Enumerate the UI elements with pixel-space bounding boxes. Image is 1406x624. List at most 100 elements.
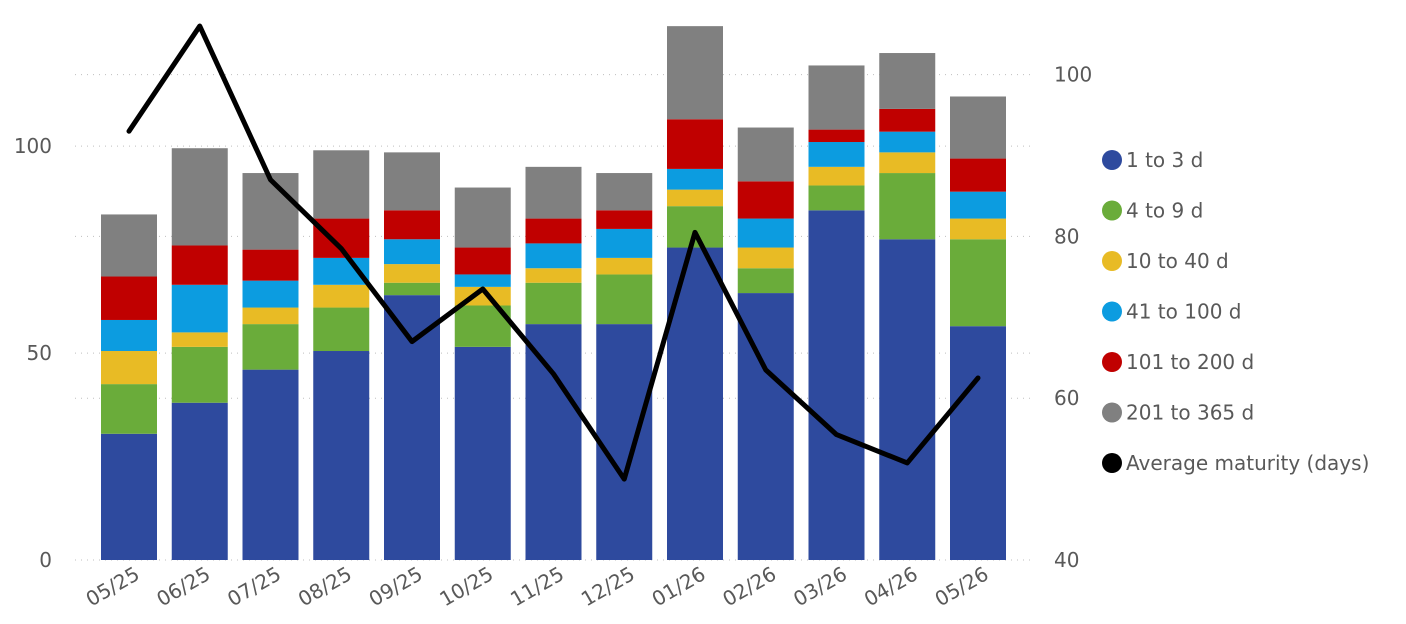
y-left-tick-label: 50 (27, 341, 52, 365)
bar-segment (737, 181, 794, 219)
x-tick-label: 02/26 (718, 562, 780, 612)
bar-segment (101, 384, 157, 434)
bar-segment (525, 268, 582, 283)
bar-segment (384, 282, 440, 296)
bar-segment (384, 295, 440, 560)
bar-segment (667, 189, 723, 207)
bar-segment (596, 173, 653, 211)
legend-label: 101 to 200 d (1126, 350, 1254, 374)
y-right-tick-label: 40 (1054, 548, 1079, 572)
bar-segment (171, 245, 228, 285)
bar-segment (808, 185, 865, 211)
legend-marker (1102, 402, 1122, 423)
bar-segment (808, 210, 865, 561)
bar-segment (667, 168, 723, 190)
legend-marker (1102, 150, 1122, 170)
bar-segment (808, 65, 865, 130)
bar-segment (808, 142, 865, 167)
legend-label: 1 to 3 d (1126, 148, 1203, 172)
bar-segment (384, 152, 440, 211)
bar-segment (950, 239, 1006, 327)
bar-segment (384, 264, 440, 283)
x-tick-label: 06/25 (152, 562, 214, 612)
legend-layer: 1 to 3 d 4 to 9 d 10 to 40 d 41 to 100 d 101… (1102, 148, 1369, 475)
bar-segment (313, 351, 370, 560)
bar-segment (950, 96, 1006, 159)
bar-segment (879, 53, 936, 109)
bar-segment (454, 346, 511, 560)
x-tick-label: 07/25 (223, 562, 285, 612)
legend-label: 41 to 100 d (1126, 300, 1241, 324)
bar-segment (525, 282, 582, 325)
bar-segment (171, 332, 228, 347)
x-tick-label: 10/25 (435, 562, 497, 612)
legend-marker (1102, 251, 1122, 271)
y-right-tick-label: 80 (1054, 224, 1079, 248)
bar-segment (101, 351, 157, 385)
bar-segment (879, 108, 936, 132)
bar-segment (737, 268, 794, 294)
x-tick-label: 08/25 (294, 562, 356, 612)
bar-segment (384, 239, 440, 265)
bar-segment (525, 324, 582, 560)
bar-segment (454, 187, 511, 248)
x-tick-label: 03/26 (789, 562, 851, 612)
bar-segment (950, 158, 1006, 192)
x-tick-label: 12/25 (577, 562, 639, 612)
bar-segment (313, 307, 370, 352)
bar-segment (525, 218, 582, 244)
bar-segment (171, 402, 228, 560)
bar-segment (101, 319, 157, 352)
bar-segment (808, 166, 865, 186)
y-left-tick-label: 100 (14, 134, 52, 158)
bar-segment (525, 166, 582, 219)
bar-segment (242, 324, 299, 370)
legend-label: Average maturity (days) (1126, 451, 1369, 475)
bar-segment (879, 239, 936, 560)
bar-segment (950, 218, 1006, 240)
bar-segment (313, 284, 370, 308)
bar-segment (171, 148, 228, 246)
bar-segment (454, 247, 511, 275)
line-layer (126, 23, 981, 482)
x-tick-label: 01/26 (648, 562, 710, 612)
bar-segment (950, 191, 1006, 219)
bar-segment (596, 228, 653, 258)
x-tick-label: 09/25 (365, 562, 427, 612)
bar-segment (596, 324, 653, 560)
bar-segment (242, 249, 299, 281)
bar-segment (242, 307, 299, 325)
y-right-tick-label: 100 (1054, 63, 1092, 87)
bar-segment (808, 129, 865, 143)
bar-segment (596, 210, 653, 229)
bar-segment (879, 152, 936, 174)
legend-marker (1102, 301, 1122, 322)
bar-segment (737, 218, 794, 248)
bar-segment (667, 119, 723, 169)
bar-segment (313, 150, 370, 219)
bar-segment (667, 26, 723, 120)
bar-segment (454, 274, 511, 287)
x-tick-label: 04/26 (860, 562, 922, 612)
bar-segment (242, 369, 299, 560)
legend-label: 4 to 9 d (1126, 199, 1203, 223)
legend-marker (1102, 453, 1122, 473)
bar-segment (879, 131, 936, 153)
bar-layer (101, 26, 1006, 561)
bar-segment (242, 173, 299, 250)
bar-segment (101, 276, 157, 320)
x-tick-label: 05/26 (931, 562, 993, 612)
bar-segment (171, 284, 228, 333)
bar-segment (242, 280, 299, 308)
legend-marker (1102, 200, 1122, 221)
x-tick-label: 05/25 (82, 562, 144, 612)
bar-segment (879, 173, 936, 240)
bar-segment (596, 274, 653, 325)
x-tick-label: 11/25 (506, 562, 568, 612)
bar-segment (101, 433, 157, 560)
bar-segment (384, 210, 440, 240)
bar-segment (596, 257, 653, 275)
bar-segment (101, 214, 157, 277)
